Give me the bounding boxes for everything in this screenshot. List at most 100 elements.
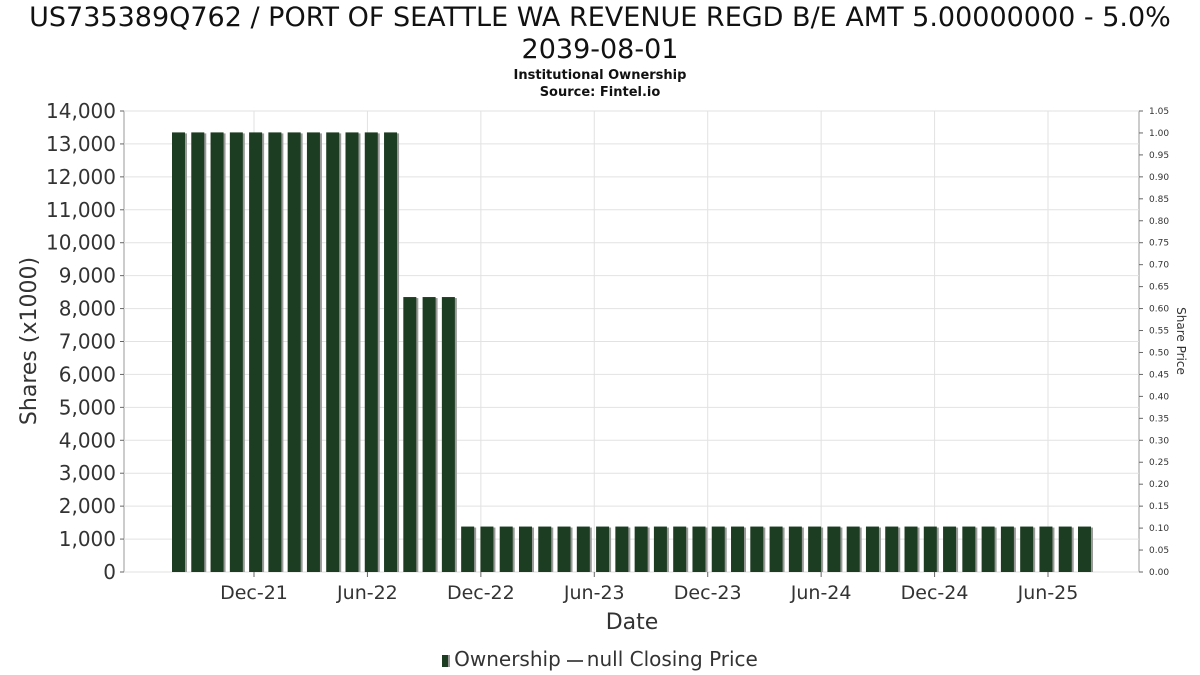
y2-tick-label: 0.50 xyxy=(1149,348,1169,358)
ownership-bar xyxy=(788,526,802,572)
ownership-bar xyxy=(287,132,301,572)
y2-tick-label: 0.45 xyxy=(1149,370,1169,380)
y-tick-label: 9,000 xyxy=(59,264,116,288)
ownership-bar xyxy=(364,132,378,572)
chart-subtitle-ownership: Institutional Ownership xyxy=(513,68,687,83)
ownership-bar xyxy=(210,132,224,572)
ownership-bar xyxy=(1020,526,1034,572)
ownership-bar xyxy=(268,132,282,572)
ownership-bar xyxy=(518,526,532,572)
y2-tick-label: 0.25 xyxy=(1149,458,1169,468)
ownership-bar xyxy=(634,526,648,572)
y2-tick-label: 0.30 xyxy=(1149,436,1169,446)
y2-tick-label: 0.90 xyxy=(1149,173,1169,183)
ownership-bar xyxy=(499,526,513,572)
ownership-bar xyxy=(461,526,475,572)
y-axis-label: Shares (x1000) xyxy=(17,257,42,425)
y2-tick-label: 0.70 xyxy=(1149,261,1169,271)
ownership-bar xyxy=(827,526,841,572)
ownership-bar xyxy=(769,526,783,572)
ownership-bar xyxy=(345,132,359,572)
ownership-bar xyxy=(711,526,725,572)
ownership-bar xyxy=(384,132,398,572)
y2-tick-label: 0.55 xyxy=(1149,327,1169,337)
y2-tick-label: 0.65 xyxy=(1149,283,1169,293)
y-tick-label: 11,000 xyxy=(46,198,116,222)
chart-subtitle-source: Source: Fintel.io xyxy=(539,85,661,100)
y2-tick-label: 0.20 xyxy=(1149,480,1169,490)
x-axis-label: Date xyxy=(606,610,659,635)
ownership-bar xyxy=(422,297,436,572)
y-tick-label: 8,000 xyxy=(59,297,116,321)
ownership-bar xyxy=(191,132,205,572)
y-tick-label: 5,000 xyxy=(59,395,116,419)
ownership-bar xyxy=(943,526,957,572)
y-tick-label: 1,000 xyxy=(59,527,116,551)
y2-tick-label: 1.05 xyxy=(1149,107,1169,117)
y2-tick-label: 0.35 xyxy=(1149,414,1169,424)
y2-tick-label: 0.75 xyxy=(1149,239,1169,249)
ownership-bar xyxy=(904,526,918,572)
ownership-bar xyxy=(229,132,243,572)
y2-tick-label: 1.00 xyxy=(1149,129,1169,139)
chart-legend: Ownership null Closing Price xyxy=(0,647,1200,671)
legend-ownership-swatch xyxy=(442,654,451,667)
ownership-bar xyxy=(673,526,687,572)
y2-tick-label: 0.15 xyxy=(1149,502,1169,512)
ownership-bar xyxy=(596,526,610,572)
ownership-bar xyxy=(750,526,764,572)
y-tick-label: 3,000 xyxy=(59,461,116,485)
ownership-bar xyxy=(557,526,571,572)
ownership-bar xyxy=(692,526,706,572)
y2-tick-label: 0.80 xyxy=(1149,217,1169,227)
y-tick-label: 7,000 xyxy=(59,330,116,354)
y-tick-label: 6,000 xyxy=(59,362,116,386)
legend-price-line xyxy=(566,659,583,662)
y2-tick-label: 0.40 xyxy=(1149,392,1169,402)
ownership-bar xyxy=(885,526,899,572)
ownership-bar xyxy=(846,526,860,572)
ownership-bar xyxy=(576,526,590,572)
ownership-bar xyxy=(1078,526,1091,572)
x-tick-label: Jun-25 xyxy=(1017,582,1079,604)
ownership-bar xyxy=(326,132,340,572)
ownership-bar xyxy=(441,297,455,572)
y2-tick-label: 0.95 xyxy=(1149,151,1169,161)
ownership-bar xyxy=(538,526,552,572)
ownership-bar xyxy=(653,526,667,572)
x-tick-label: Jun-22 xyxy=(336,582,398,604)
ownership-bar xyxy=(172,132,185,572)
ownership-bar xyxy=(249,132,263,572)
x-tick-label: Dec-22 xyxy=(447,582,515,604)
ownership-bar xyxy=(731,526,745,572)
ownership-bar xyxy=(962,526,976,572)
y-tick-label: 12,000 xyxy=(46,165,116,189)
ownership-bar xyxy=(981,526,995,572)
y2-axis-label: Share Price xyxy=(1174,307,1188,375)
chart-title: US735389Q762 / PORT OF SEATTLE WA REVENU… xyxy=(29,2,1171,65)
ownership-bar xyxy=(615,526,629,572)
x-tick-label: Dec-21 xyxy=(220,582,288,604)
y-tick-label: 10,000 xyxy=(46,231,116,255)
y-tick-label: 14,000 xyxy=(46,99,116,123)
legend-ownership-label: Ownership xyxy=(454,647,561,671)
y2-tick-label: 0.10 xyxy=(1149,524,1169,534)
y-tick-label: 13,000 xyxy=(46,132,116,156)
y-tick-label: 2,000 xyxy=(59,494,116,518)
ownership-bar xyxy=(1039,526,1053,572)
ownership-bar xyxy=(865,526,879,572)
legend-price-label: null Closing Price xyxy=(586,647,758,671)
y-tick-label: 0 xyxy=(103,560,116,584)
ownership-bar xyxy=(1000,526,1014,572)
x-tick-label: Dec-24 xyxy=(901,582,969,604)
x-tick-label: Jun-23 xyxy=(563,582,625,604)
x-tick-label: Dec-23 xyxy=(674,582,742,604)
ownership-bar xyxy=(403,297,417,572)
ownership-bar xyxy=(306,132,320,572)
ownership-bar xyxy=(480,526,494,572)
y2-tick-label: 0.05 xyxy=(1149,546,1169,556)
y2-tick-label: 0.85 xyxy=(1149,195,1169,205)
y2-tick-label: 0.60 xyxy=(1149,305,1169,315)
x-tick-label: Jun-24 xyxy=(790,582,852,604)
